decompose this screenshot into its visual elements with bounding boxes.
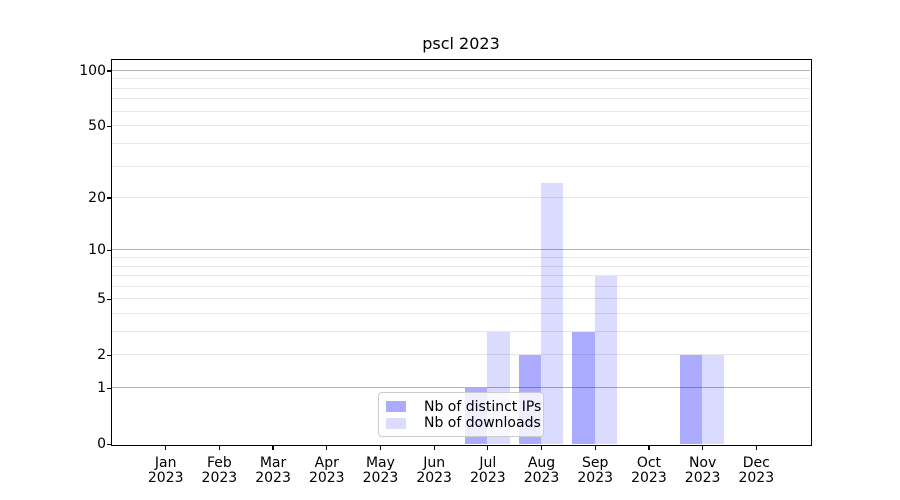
x-tick-label: Oct 2023	[631, 454, 667, 486]
x-tick-mark	[326, 445, 328, 450]
x-tick-mark	[755, 445, 757, 450]
y-tick-mark	[106, 197, 111, 199]
y-tick-label: 50	[88, 118, 106, 135]
legend-item-distinct-ips: Nb of distinct IPs	[379, 399, 543, 416]
legend-swatch-downloads	[386, 417, 406, 429]
x-tick-label: Apr 2023	[308, 454, 345, 486]
x-tick-mark	[487, 445, 489, 450]
gridline-minor	[111, 285, 810, 287]
legend: Nb of distinct IPs Nb of downloads	[378, 391, 544, 437]
x-tick-label: Jan 2023	[147, 454, 184, 486]
x-tick-label: May 2023	[362, 454, 399, 486]
x-tick-label: Jul 2023	[470, 454, 506, 486]
x-tick-mark	[433, 445, 435, 450]
gridline-minor	[111, 354, 810, 356]
legend-label-distinct-ips: Nb of distinct IPs	[424, 398, 542, 415]
x-tick-mark	[540, 445, 543, 450]
gridline-minor	[111, 110, 810, 112]
plot-area	[111, 60, 810, 444]
bar-nov-downloads	[702, 354, 725, 444]
y-tick-label: 10	[88, 242, 106, 259]
bar-sep-downloads	[594, 275, 618, 444]
gridline-minor	[111, 78, 810, 80]
y-tick-label: 2	[97, 347, 106, 364]
x-tick-mark	[165, 445, 167, 450]
y-tick-mark	[106, 443, 111, 445]
y-tick-mark	[106, 125, 111, 127]
gridline-minor	[111, 265, 810, 267]
chart-title: pscl 2023	[422, 34, 500, 53]
x-tick-label: Dec 2023	[738, 454, 775, 486]
gridline-minor	[111, 165, 810, 167]
y-tick-label: 100	[79, 62, 106, 79]
gridline-minor	[111, 257, 810, 259]
gridline-minor	[111, 298, 810, 300]
x-tick-label: Mar 2023	[255, 454, 291, 486]
gridline-major	[111, 249, 810, 251]
gridline-major	[111, 69, 810, 71]
y-tick-label: 0	[97, 436, 106, 453]
gridline-major	[111, 387, 810, 389]
gridline-minor	[111, 331, 810, 333]
bar-aug-downloads	[541, 183, 564, 444]
y-tick-mark	[106, 249, 111, 251]
gridline-minor	[111, 142, 810, 144]
legend-label-downloads: Nb of downloads	[424, 415, 541, 432]
x-tick-mark	[218, 445, 220, 450]
x-tick-label: Nov 2023	[684, 454, 721, 486]
y-tick-mark	[106, 354, 111, 357]
gridline-minor	[111, 98, 810, 100]
y-tick-mark	[106, 387, 111, 389]
y-tick-mark	[106, 298, 111, 300]
gridline-minor	[111, 275, 810, 277]
x-tick-label: Feb 2023	[201, 454, 238, 486]
bar-sep-distinct-ips	[572, 331, 595, 444]
x-tick-label: Jun 2023	[416, 454, 452, 486]
y-tick-label: 1	[97, 380, 106, 397]
gridline-minor	[111, 87, 810, 89]
gridline-minor	[111, 197, 810, 199]
legend-item-downloads: Nb of downloads	[379, 415, 543, 432]
plot-frame	[110, 58, 812, 446]
x-tick-mark	[379, 445, 382, 450]
bar-nov-distinct-ips	[679, 354, 703, 444]
x-tick-mark	[272, 445, 274, 450]
x-tick-label: Sep 2023	[577, 454, 614, 486]
legend-swatch-distinct-ips	[386, 401, 406, 413]
x-tick-mark	[702, 445, 704, 450]
gridline-minor	[111, 125, 810, 127]
x-tick-mark	[648, 445, 650, 450]
y-tick-mark	[106, 70, 111, 72]
y-tick-label: 20	[88, 190, 106, 207]
x-tick-mark	[594, 445, 596, 450]
gridline-minor	[111, 313, 810, 315]
x-tick-label: Aug 2023	[523, 454, 560, 486]
y-tick-label: 5	[97, 291, 106, 308]
